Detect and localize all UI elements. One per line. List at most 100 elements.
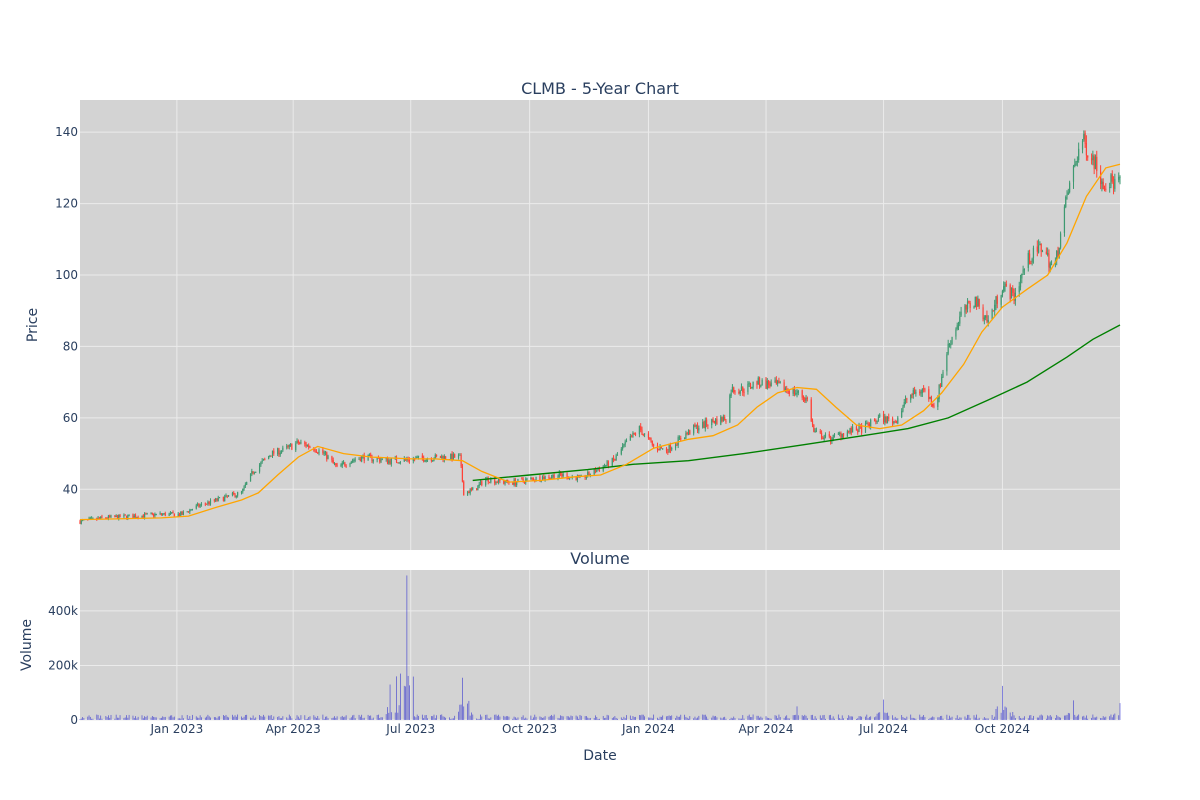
candle-body <box>1019 279 1022 288</box>
price-candle <box>243 485 245 491</box>
price-candle <box>694 422 696 428</box>
volume-plot-area <box>80 570 1120 720</box>
price-candle <box>795 389 797 396</box>
price-candle <box>674 442 677 451</box>
price-candle <box>300 439 302 445</box>
volume-bar <box>243 716 245 720</box>
price-candle <box>994 299 996 316</box>
price-candle <box>150 512 152 515</box>
candle-body <box>832 435 834 440</box>
volume-bar <box>530 715 532 720</box>
price-candle <box>222 496 225 502</box>
candle-body <box>379 457 381 462</box>
volume-bar <box>558 718 560 720</box>
volume-bar <box>297 716 299 720</box>
candle-body <box>1085 143 1088 156</box>
volume-bar <box>190 718 192 720</box>
price-candle <box>1074 158 1076 168</box>
candle-body <box>774 380 776 383</box>
candle-body <box>651 441 653 445</box>
candle-body <box>766 380 768 389</box>
volume-bar <box>974 717 976 720</box>
price-candle <box>796 389 798 398</box>
candle-body <box>1050 264 1053 266</box>
candle-body <box>982 307 984 319</box>
price-candle <box>802 395 805 403</box>
candle-body <box>425 459 427 462</box>
volume-bar <box>494 714 496 720</box>
candle-body <box>1039 244 1041 246</box>
candle-body <box>134 515 137 518</box>
volume-bar <box>778 714 780 720</box>
volume-bar <box>865 716 866 720</box>
volume-bar <box>255 717 257 720</box>
candle-body <box>180 511 182 516</box>
candle-body <box>802 396 805 399</box>
price-candle <box>1059 231 1062 250</box>
price-candle <box>662 448 664 450</box>
volume-bar <box>100 715 102 720</box>
volume-bar <box>540 717 542 720</box>
volume-bar <box>485 714 487 720</box>
price-candle <box>216 498 218 502</box>
volume-bar <box>126 715 127 720</box>
volume-bar <box>1118 715 1120 720</box>
candle-body <box>959 316 961 324</box>
candle-body <box>521 478 523 480</box>
candle-body <box>687 430 690 435</box>
price-candle <box>968 300 970 304</box>
candle-body <box>749 383 752 388</box>
candle-body <box>532 478 535 481</box>
price-candle <box>200 502 203 507</box>
candle-body <box>587 472 589 477</box>
price-candle <box>309 445 311 449</box>
volume-bar <box>805 715 807 720</box>
candle-body <box>760 385 762 387</box>
volume-bar <box>750 717 751 720</box>
volume-bar <box>117 717 118 720</box>
price-candle <box>680 435 682 442</box>
x-tick-label: Apr 2023 <box>266 722 321 736</box>
candle-body <box>921 389 923 394</box>
price-candle <box>689 429 691 436</box>
candle-body <box>839 433 841 435</box>
volume-bar <box>766 717 768 720</box>
price-candle <box>769 381 771 389</box>
volume-bar <box>1113 714 1114 720</box>
candle-body <box>195 505 197 509</box>
volume-bar <box>368 715 370 720</box>
candle-body <box>335 463 337 466</box>
price-candle <box>623 443 625 448</box>
price-candle <box>296 438 298 444</box>
volume-bar <box>97 714 99 720</box>
price-candle <box>947 339 949 356</box>
candle-body <box>412 458 414 461</box>
candle-body <box>472 487 474 490</box>
candle-body <box>740 386 743 391</box>
candle-body <box>539 476 541 481</box>
volume-bar <box>777 718 779 720</box>
volume-bar <box>469 715 471 720</box>
volume-bar <box>498 714 499 720</box>
volume-bar <box>141 715 143 720</box>
volume-bar <box>1095 717 1096 720</box>
candle-body <box>114 515 116 517</box>
volume-bar <box>653 714 655 720</box>
volume-bar <box>242 717 244 720</box>
volume-bar <box>1083 715 1085 720</box>
price-candle <box>237 491 239 498</box>
price-candle <box>1050 260 1053 266</box>
candle-body <box>720 416 722 425</box>
candle-body <box>576 475 578 480</box>
volume-bar <box>389 684 391 720</box>
candle-body <box>930 396 932 405</box>
candle-body <box>879 414 881 417</box>
price-candle <box>91 516 93 519</box>
candle-body <box>463 481 465 496</box>
volume-bar <box>721 718 723 720</box>
volume-bar <box>843 718 844 720</box>
volume-bar <box>991 714 993 720</box>
volume-bar <box>617 718 618 720</box>
volume-bar <box>597 718 599 720</box>
candle-body <box>823 437 825 440</box>
